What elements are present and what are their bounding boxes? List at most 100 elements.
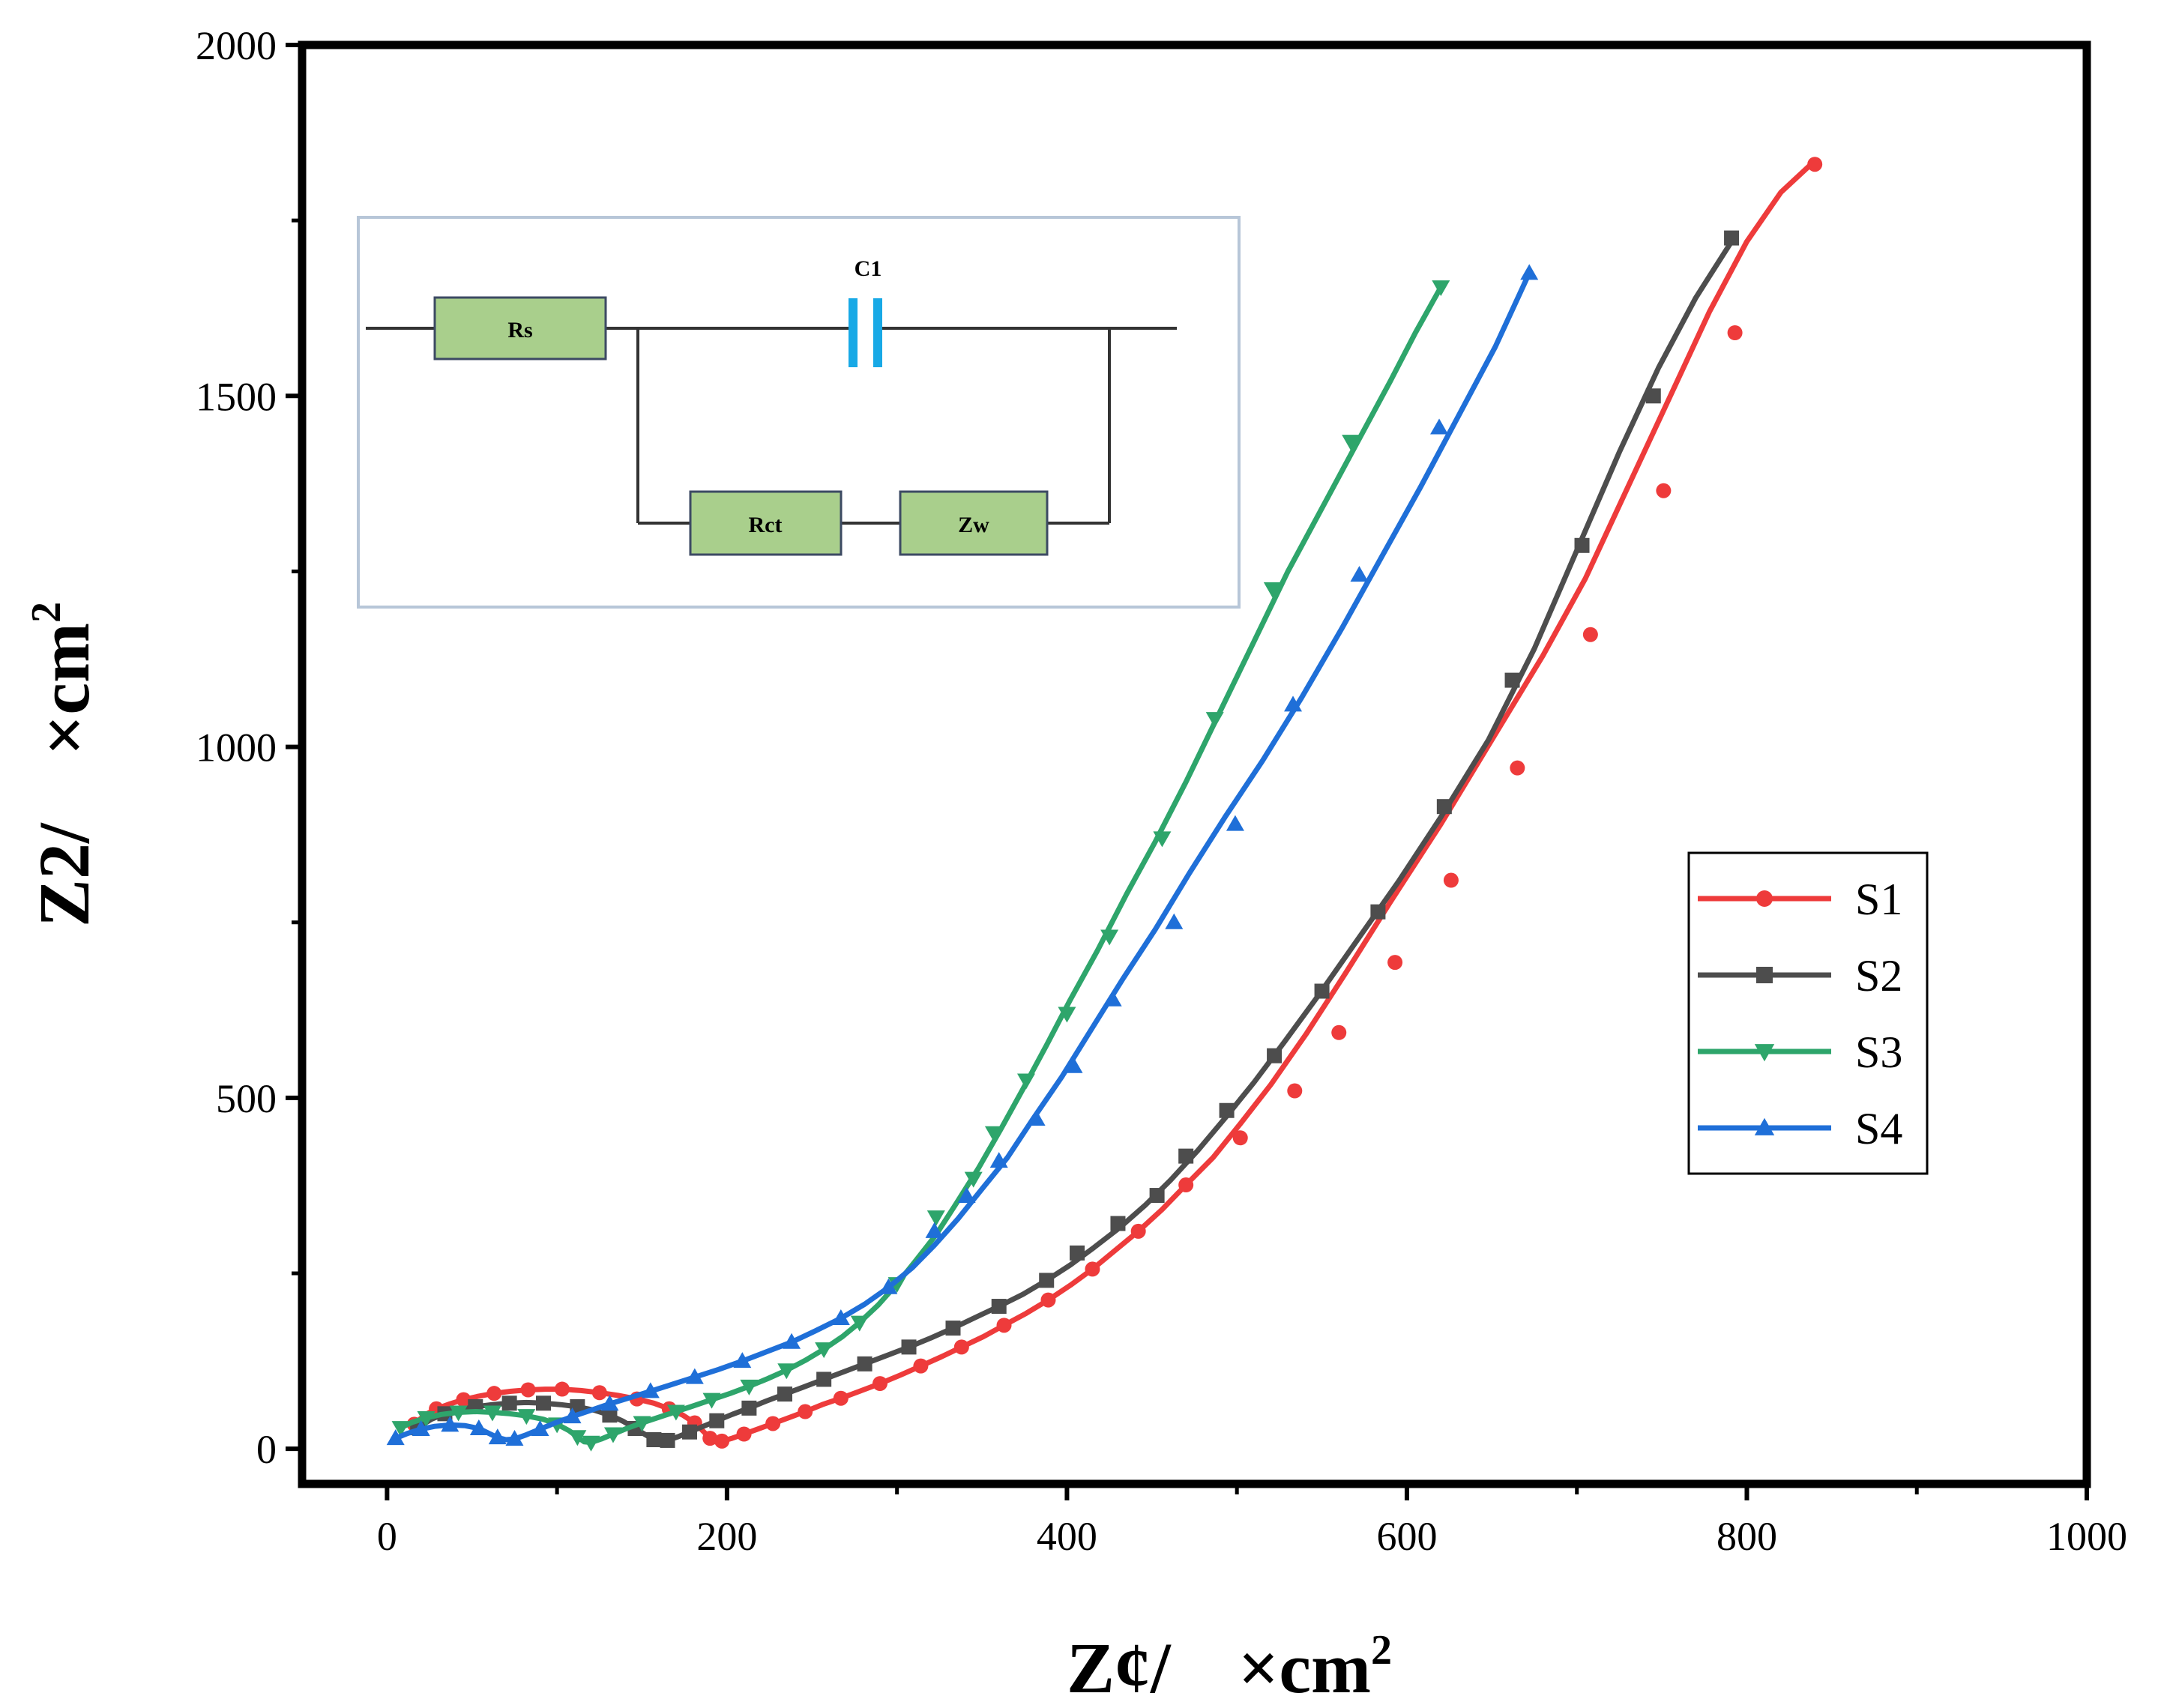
data-point-s1 — [996, 1318, 1012, 1333]
data-point-s2 — [602, 1407, 618, 1423]
data-point-s3 — [1432, 280, 1450, 297]
data-point-s4 — [469, 1419, 488, 1436]
data-point-s2 — [1645, 388, 1661, 404]
resistor-rct — [689, 490, 843, 556]
legend-box — [1687, 851, 1929, 1175]
legend-item-s3: S3 — [1698, 1027, 1902, 1077]
warburg-zw — [899, 490, 1049, 556]
data-point-s1 — [554, 1381, 570, 1397]
x-axis-ticks: 0 200 400 600 800 1000 — [377, 1484, 2127, 1559]
data-point-s1 — [1232, 1130, 1248, 1146]
y-axis-title: Z2/ ×cm2 — [23, 602, 104, 927]
data-point-s1 — [1085, 1261, 1100, 1277]
data-point-s1 — [1807, 157, 1823, 172]
data-point-s2 — [741, 1400, 757, 1416]
data-point-s2 — [1314, 983, 1330, 999]
data-point-s1 — [714, 1433, 730, 1449]
data-point-s3 — [815, 1342, 834, 1359]
data-point-s1 — [456, 1392, 471, 1407]
data-point-s2 — [945, 1321, 961, 1336]
data-point-s3 — [1017, 1073, 1036, 1090]
data-point-s4 — [1027, 1109, 1046, 1126]
data-point-s1 — [702, 1431, 718, 1446]
data-point-s3 — [582, 1435, 600, 1452]
series-s4 — [386, 264, 1539, 1446]
data-point-s4 — [531, 1419, 549, 1436]
data-point-s3 — [777, 1363, 796, 1380]
series-s2 — [410, 230, 1740, 1448]
data-point-s1 — [1727, 325, 1743, 340]
data-point-s2 — [1219, 1102, 1235, 1118]
legend-marker-s2 — [1756, 967, 1773, 983]
data-point-s4 — [505, 1430, 524, 1446]
data-point-s2 — [1039, 1273, 1055, 1288]
data-point-s2 — [709, 1413, 725, 1428]
warburg-zw-label: Zw — [958, 513, 989, 537]
data-point-s1 — [1443, 872, 1459, 888]
capacitor-c1-label: C1 — [855, 256, 882, 281]
legend-item-s4: S4 — [1698, 1104, 1902, 1153]
data-point-s4 — [989, 1152, 1008, 1168]
data-point-s2 — [901, 1339, 917, 1355]
data-point-s2 — [1574, 537, 1590, 553]
y-axis-title-unit: ×cm — [24, 623, 104, 755]
data-point-s3 — [740, 1379, 759, 1395]
data-point-s3 — [517, 1409, 536, 1425]
data-point-s2 — [1070, 1245, 1085, 1261]
x-axis-title-sup: 2 — [1371, 1627, 1392, 1674]
data-point-s1 — [520, 1382, 536, 1398]
y-axis-ticks: 0 500 1000 1500 2000 — [196, 23, 302, 1472]
data-point-s4 — [783, 1333, 801, 1349]
data-point-s3 — [568, 1430, 587, 1446]
y-tick-label-1000: 1000 — [196, 725, 277, 770]
data-point-s2 — [660, 1432, 675, 1448]
data-point-s3 — [391, 1421, 410, 1437]
data-point-s3 — [1342, 435, 1360, 451]
data-point-s3 — [850, 1315, 869, 1332]
x-tick-label-600: 600 — [1376, 1514, 1437, 1559]
resistor-rs — [433, 296, 607, 360]
data-point-s1 — [872, 1376, 887, 1392]
legend-marker-s4 — [1754, 1117, 1775, 1135]
data-point-s2 — [682, 1424, 698, 1440]
data-point-s2 — [1436, 799, 1452, 815]
legend-marker-s1 — [1756, 890, 1773, 907]
data-point-s4 — [925, 1222, 944, 1238]
data-point-s3 — [633, 1416, 651, 1432]
y-tick-label-500: 500 — [216, 1076, 277, 1121]
data-point-s1 — [591, 1385, 607, 1401]
data-point-s2 — [1110, 1216, 1126, 1231]
data-point-s4 — [488, 1428, 507, 1445]
data-point-s1 — [1178, 1177, 1194, 1193]
data-point-s1 — [1387, 955, 1403, 971]
data-point-s2 — [536, 1395, 552, 1411]
y-tick-label-1500: 1500 — [196, 374, 277, 419]
legend-label-s1: S1 — [1855, 875, 1902, 924]
x-tick-label-1000: 1000 — [2046, 1514, 2127, 1559]
data-point-s4 — [641, 1382, 660, 1398]
data-point-s1 — [1287, 1083, 1303, 1099]
x-tick-label-200: 200 — [696, 1514, 757, 1559]
data-point-s3 — [1205, 712, 1224, 728]
plot-frame — [298, 40, 2091, 1488]
data-point-s1 — [765, 1416, 781, 1431]
data-point-s3 — [926, 1210, 945, 1227]
data-point-s1 — [798, 1404, 813, 1419]
data-point-s2 — [1149, 1188, 1165, 1204]
data-point-s3 — [1100, 929, 1119, 946]
data-point-s3 — [483, 1405, 501, 1422]
data-point-s4 — [600, 1395, 619, 1411]
data-point-s2 — [1267, 1048, 1283, 1063]
data-point-s3 — [984, 1126, 1003, 1142]
data-point-s3 — [1153, 831, 1172, 848]
y-axis-title-sup: 2 — [23, 602, 70, 623]
legend-marker-s3 — [1754, 1044, 1775, 1062]
x-tick-label-800: 800 — [1717, 1514, 1777, 1559]
data-point-s4 — [1520, 264, 1539, 280]
data-point-s1 — [1510, 760, 1525, 776]
data-point-s2 — [1724, 230, 1740, 246]
x-tick-label-400: 400 — [1037, 1514, 1097, 1559]
data-point-s3 — [666, 1404, 685, 1421]
y-tick-label-2000: 2000 — [196, 23, 277, 68]
